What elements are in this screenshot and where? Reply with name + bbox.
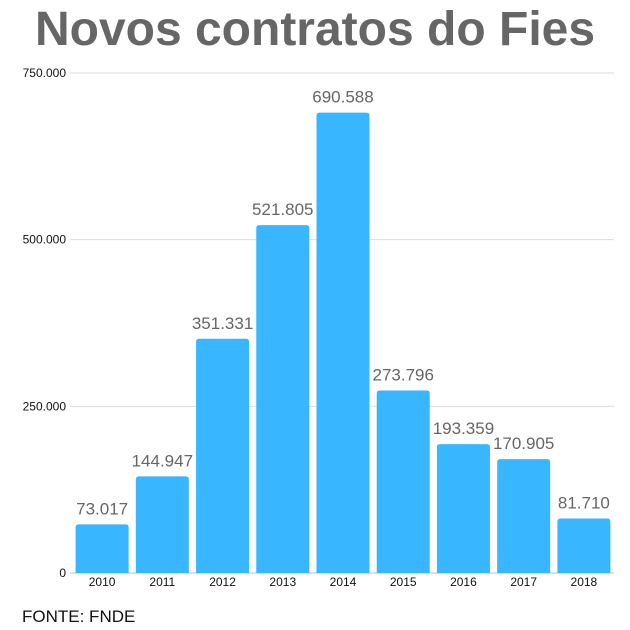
x-tick-label: 2018 (571, 575, 598, 589)
data-label-2011: 144.947 (132, 451, 193, 470)
bar-2011 (135, 476, 189, 573)
x-tick-label: 2012 (209, 575, 236, 589)
data-label-2018: 81.710 (558, 494, 610, 513)
bar-2010 (75, 524, 129, 573)
data-labels: 73.017 144.947 351.331 521.805 690.588 273.79… (76, 88, 610, 519)
bar-2012 (196, 338, 250, 573)
bar-2016 (436, 444, 490, 573)
bar-2013 (256, 225, 310, 573)
bar-2014 (316, 112, 370, 573)
data-label-2012: 351.331 (192, 314, 253, 333)
x-tick-label: 2013 (269, 575, 296, 589)
x-tick-label: 2014 (330, 575, 357, 589)
data-label-2013: 521.805 (252, 200, 313, 219)
y-tick-label: 250.000 (23, 399, 67, 413)
y-tick-label: 500.000 (23, 233, 67, 247)
x-tick-label: 2010 (89, 575, 116, 589)
data-label-2015: 273.796 (372, 365, 433, 384)
bar-2015 (376, 390, 430, 573)
bar-2018 (557, 518, 611, 573)
data-label-2010: 73.017 (76, 499, 128, 518)
y-axis-ticks: 0 250.000 500.000 750.000 (23, 66, 67, 580)
data-label-2016: 193.359 (433, 419, 494, 438)
chart-title: Novos contratos do Fies (34, 3, 596, 56)
x-tick-label: 2015 (390, 575, 417, 589)
x-axis-ticks: 2010 2011 2012 2013 2014 2015 2016 2017 2018 (89, 575, 598, 589)
x-tick-label: 2011 (149, 575, 175, 589)
bar-2017 (497, 459, 551, 573)
y-tick-label: 0 (59, 566, 66, 580)
x-tick-label: 2017 (510, 575, 537, 589)
y-tick-label: 750.000 (23, 66, 67, 80)
data-label-2014: 690.588 (312, 88, 373, 107)
bars (75, 112, 611, 573)
data-label-2017: 170.905 (493, 434, 554, 453)
source-note: FONTE: FNDE (22, 607, 136, 626)
x-tick-label: 2016 (450, 575, 477, 589)
